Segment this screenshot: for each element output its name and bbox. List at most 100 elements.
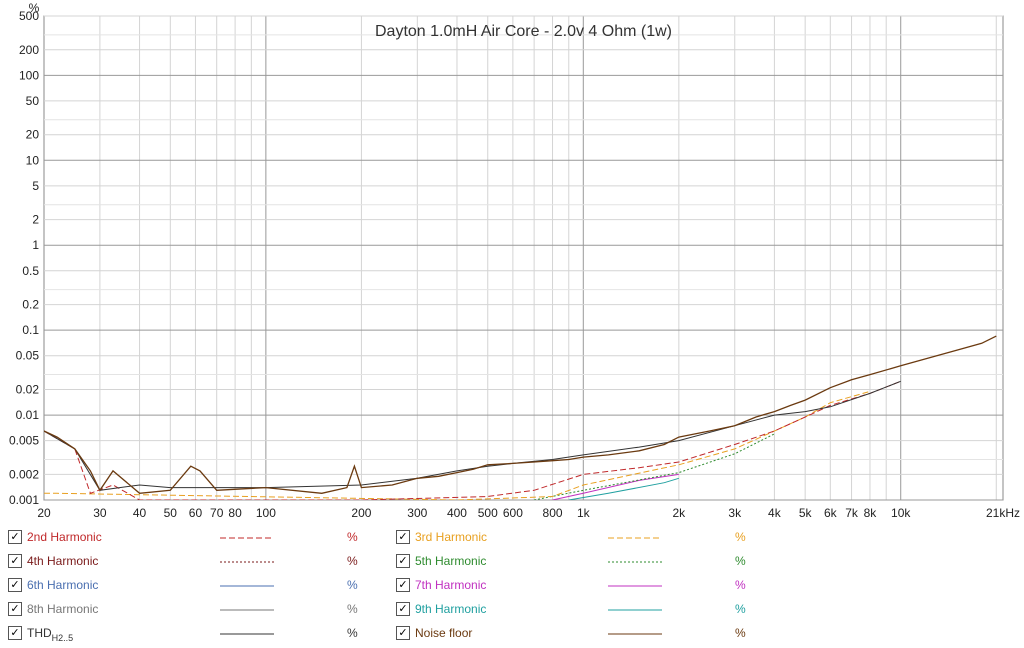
legend-label-text: 7th Harmonic <box>415 578 487 592</box>
legend-checkbox[interactable]: ✓ <box>8 578 22 592</box>
chart-title: Dayton 1.0mH Air Core - 2.0v 4 Ohm (1w) <box>375 23 672 40</box>
legend-row-4th-harmonic: ✓ 4th Harmonic% <box>8 552 368 572</box>
series-9th-harmonic <box>568 477 679 500</box>
x-tick-label: 20 <box>37 506 51 520</box>
legend-line-sample <box>220 585 274 587</box>
x-tick-label: 400 <box>447 506 467 520</box>
legend-row-8th-harmonic: ✓ 8th Harmonic% <box>8 600 368 620</box>
x-tick-label: 8k <box>864 506 878 520</box>
legend-checkbox[interactable]: ✓ <box>396 578 410 592</box>
legend-checkbox[interactable]: ✓ <box>396 602 410 616</box>
legend-unit: % <box>347 578 358 592</box>
legend-unit: % <box>735 626 746 640</box>
legend-label: THDH2..5 <box>27 626 74 643</box>
legend-row-noise-floor: ✓ Noise floor% <box>396 624 756 644</box>
chart: 500 200 100 50 20 10 5 2 1 0.5 0.2 0.1 0.05 0.02 0.01 0… <box>9 1 1020 520</box>
series-5th-harmonic <box>534 433 775 500</box>
legend-label-text: THD <box>27 626 52 640</box>
legend-line-sample <box>220 561 274 563</box>
x-tick-label: 3k <box>728 506 742 520</box>
series-7th-harmonic <box>552 473 679 500</box>
y-tick-label: 0.002 <box>9 467 39 481</box>
x-tick-label: 70 <box>210 506 224 520</box>
series-3rd-harmonic <box>44 390 871 500</box>
legend-label-text: Noise floor <box>415 626 473 640</box>
legend-checkbox[interactable]: ✓ <box>8 602 22 616</box>
x-tick-label: 4k <box>768 506 782 520</box>
legend-checkbox[interactable]: ✓ <box>396 626 410 640</box>
x-tick-label: 200 <box>351 506 371 520</box>
x-tick-label: 2k <box>673 506 687 520</box>
x-tick-label: 600 <box>503 506 523 520</box>
legend-line-sample <box>220 537 274 539</box>
y-tick-label: 20 <box>26 128 40 142</box>
y-tick-label: 0.2 <box>22 298 39 312</box>
legend-label: 6th Harmonic <box>27 578 98 592</box>
legend-label: 4th Harmonic <box>27 554 98 568</box>
y-tick-label: 0.5 <box>22 264 39 278</box>
x-tick-label: 7k <box>845 506 859 520</box>
legend-unit: % <box>735 554 746 568</box>
legend-label: 7th Harmonic <box>415 578 486 592</box>
legend-label-text: 8th Harmonic <box>27 602 99 616</box>
x-tick-label: 40 <box>133 506 147 520</box>
legend-row-thd: ✓ THDH2..5% <box>8 624 368 644</box>
legend-row-2nd-harmonic: ✓ 2nd Harmonic% <box>8 528 368 548</box>
legend-unit: % <box>735 602 746 616</box>
legend-line-sample <box>608 585 662 587</box>
legend-label-text: 6th Harmonic <box>27 578 99 592</box>
y-tick-label: 0.1 <box>22 323 39 337</box>
legend-label-text: 5th Harmonic <box>415 554 487 568</box>
legend-unit: % <box>347 554 358 568</box>
x-tick-label: 500 <box>478 506 498 520</box>
legend-unit: % <box>735 578 746 592</box>
y-tick-label: 0.05 <box>16 349 40 363</box>
legend-line-sample <box>608 537 662 539</box>
legend-label: 9th Harmonic <box>415 602 486 616</box>
x-tick-label: 30 <box>93 506 107 520</box>
x-tick-label: 80 <box>228 506 242 520</box>
legend-label: 2nd Harmonic <box>27 530 102 544</box>
y-tick-label: 200 <box>19 43 39 57</box>
legend-label-text: 3rd Harmonic <box>415 530 488 544</box>
legend-row-9th-harmonic: ✓ 9th Harmonic% <box>396 600 756 620</box>
x-tick-label: 50 <box>164 506 178 520</box>
legend-checkbox[interactable]: ✓ <box>8 530 22 544</box>
x-tick-label: 6k <box>824 506 838 520</box>
legend-label-text: 4th Harmonic <box>27 554 99 568</box>
y-tick-label: 100 <box>19 68 39 82</box>
legend-label-subscript: H2..5 <box>51 633 74 643</box>
y-tick-label: 2 <box>32 213 39 227</box>
y-tick-label: 0.005 <box>9 434 39 448</box>
y-tick-label: 500 <box>19 9 39 23</box>
legend-line-sample <box>220 633 274 635</box>
legend-checkbox[interactable]: ✓ <box>8 626 22 640</box>
legend-unit: % <box>347 602 358 616</box>
x-tick-label: 10k <box>891 506 911 520</box>
x-tick-label: 800 <box>543 506 563 520</box>
x-tick-label: 300 <box>407 506 427 520</box>
y-unit-label: % <box>29 1 40 15</box>
x-tick-label: 60 <box>189 506 203 520</box>
y-tick-label: 0.01 <box>16 408 40 422</box>
legend-label-text: 9th Harmonic <box>415 602 487 616</box>
legend-row-6th-harmonic: ✓ 6th Harmonic% <box>8 576 368 596</box>
y-tick-label: 0.02 <box>16 383 40 397</box>
x-tick-label: 5k <box>799 506 813 520</box>
legend-label-text: 2nd Harmonic <box>27 530 102 544</box>
legend-unit: % <box>347 530 358 544</box>
x-tick-label: 100 <box>256 506 276 520</box>
legend-unit: % <box>347 626 358 640</box>
legend-unit: % <box>735 530 746 544</box>
legend-checkbox[interactable]: ✓ <box>396 530 410 544</box>
legend-checkbox[interactable]: ✓ <box>396 554 410 568</box>
legend-checkbox[interactable]: ✓ <box>8 554 22 568</box>
y-tick-label: 50 <box>26 94 40 108</box>
series-2nd-harmonic <box>44 380 901 500</box>
legend-label: Noise floor <box>415 626 472 640</box>
legend-line-sample <box>608 561 662 563</box>
legend-label: 3rd Harmonic <box>415 530 487 544</box>
x-unit-label: 21kHz <box>986 506 1020 520</box>
legend-line-sample <box>220 609 274 611</box>
legend-row-5th-harmonic: ✓ 5th Harmonic% <box>396 552 756 572</box>
